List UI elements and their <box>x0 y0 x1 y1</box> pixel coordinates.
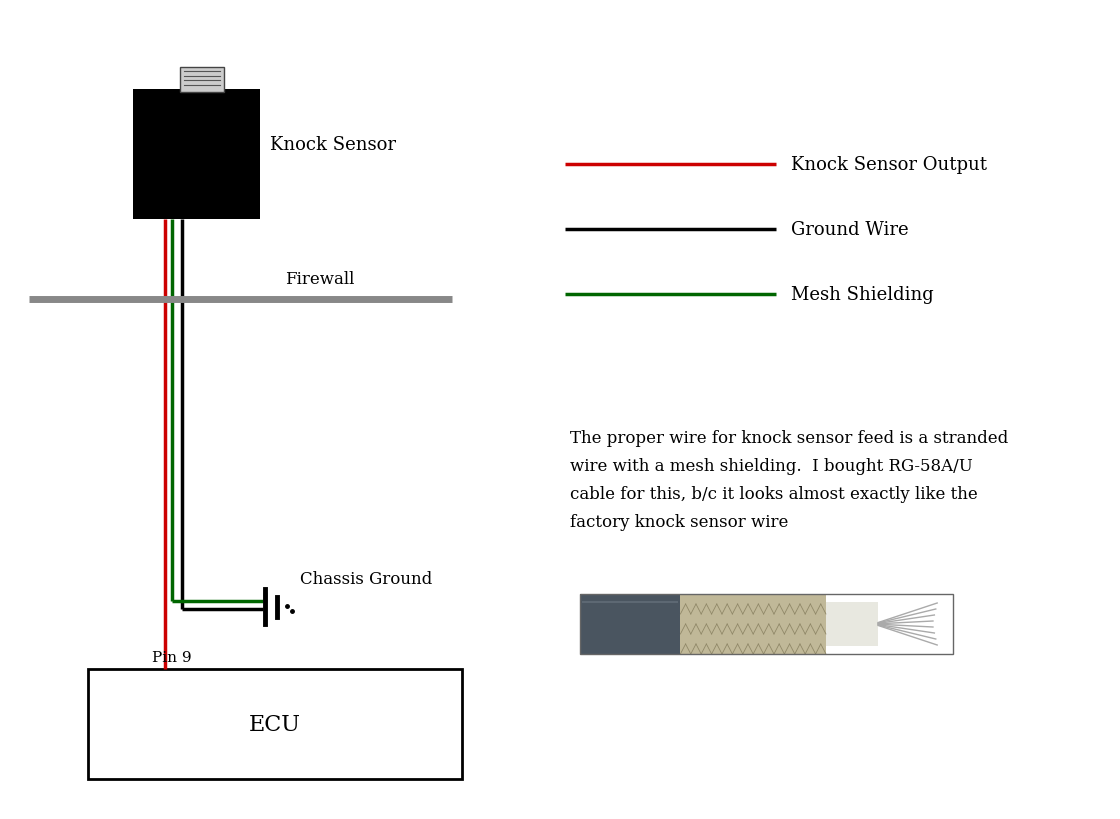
Text: Ground Wire: Ground Wire <box>791 221 908 238</box>
Text: ECU: ECU <box>249 713 301 735</box>
Text: Pin 9: Pin 9 <box>152 650 192 664</box>
Text: Knock Sensor: Knock Sensor <box>270 136 396 154</box>
Bar <box>579 595 680 654</box>
Text: factory knock sensor wire: factory knock sensor wire <box>570 514 788 531</box>
Bar <box>180 68 224 93</box>
Bar <box>579 595 953 654</box>
Text: wire with a mesh shielding.  I bought RG-58A/U: wire with a mesh shielding. I bought RG-… <box>570 458 972 474</box>
Bar <box>132 90 260 219</box>
Bar <box>825 602 878 646</box>
Text: Firewall: Firewall <box>284 270 354 287</box>
Bar <box>680 595 825 654</box>
Text: Chassis Ground: Chassis Ground <box>300 571 432 588</box>
Text: Mesh Shielding: Mesh Shielding <box>791 286 934 304</box>
Text: The proper wire for knock sensor feed is a stranded: The proper wire for knock sensor feed is… <box>570 429 1008 446</box>
Text: Knock Sensor Output: Knock Sensor Output <box>791 156 987 174</box>
Bar <box>88 669 461 779</box>
Text: cable for this, b/c it looks almost exactly like the: cable for this, b/c it looks almost exac… <box>570 486 978 502</box>
